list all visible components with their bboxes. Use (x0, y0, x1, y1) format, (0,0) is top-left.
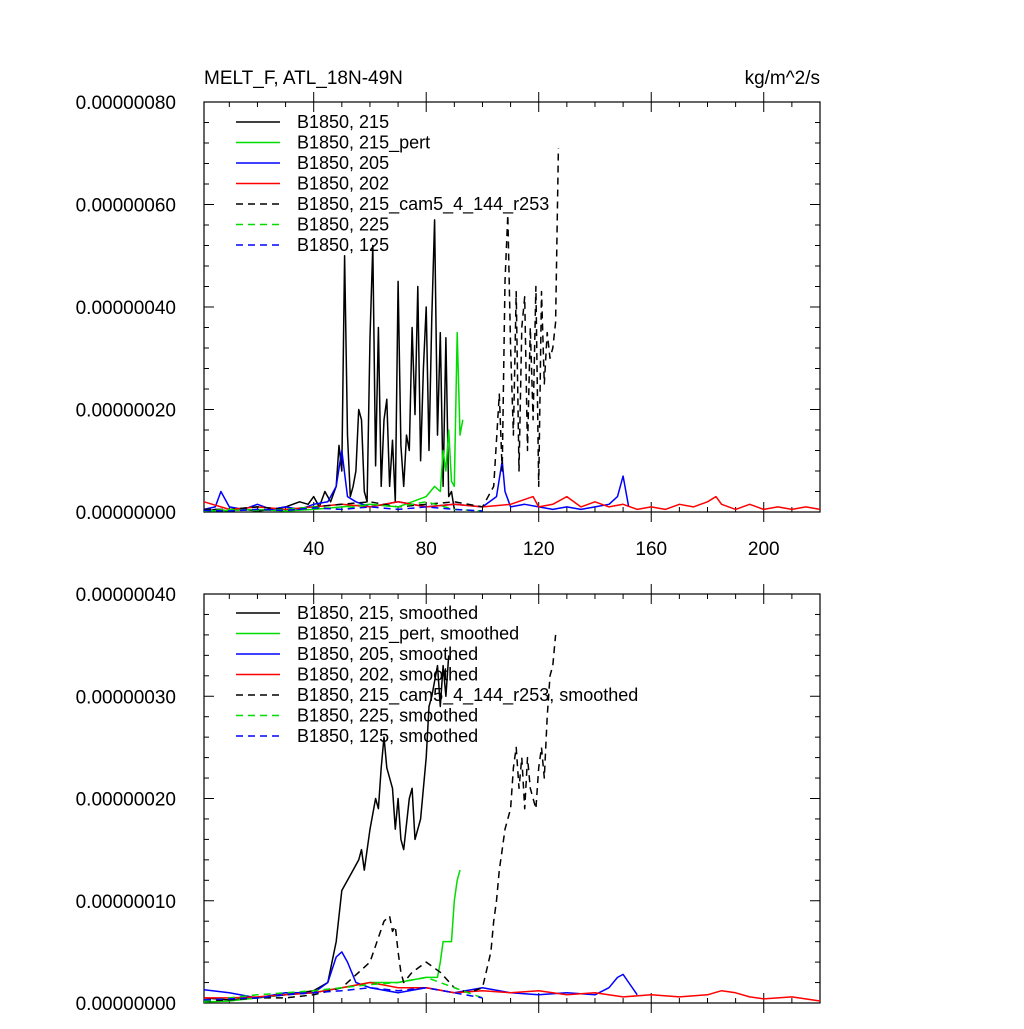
x-tick-label: 160 (635, 539, 667, 560)
legend-label: B1850, 215_cam5_4_144_r253 (297, 194, 549, 215)
y-tick-label: 0.00000020 (76, 790, 176, 811)
legend-label: B1850, 205 (297, 153, 389, 173)
legend-label: B1850, 125 (297, 235, 389, 255)
units-label: kg/m^2/s (745, 68, 820, 89)
series-line (203, 219, 456, 513)
y-tick-label: 0.00000020 (76, 401, 176, 422)
legend-label: B1850, 215_pert (297, 133, 430, 154)
legend-label: B1850, 215_pert, smoothed (297, 624, 519, 645)
y-tick-label: 0.00000000 (76, 503, 176, 524)
series-line (203, 869, 461, 1003)
y-tick-label: 0.00000040 (76, 298, 176, 319)
legend-label: B1850, 202, smoothed (297, 665, 478, 685)
legend-label: B1850, 215 (297, 112, 389, 132)
legend-label: B1850, 215, smoothed (297, 603, 478, 623)
chart-panel-1: 40 80 120 160 200 0.00000000 0.00000020 0.00000… (76, 68, 821, 560)
series-line (203, 976, 483, 1002)
chart-panel-2: 0.00000000 0.00000010 0.00000020 0.00000030… (76, 584, 821, 1015)
series-line (203, 634, 557, 1002)
y-tick-label: 0.00000080 (76, 93, 176, 114)
legend-label: B1850, 215_cam5_4_144_r253, smoothed (297, 685, 638, 706)
legend-label: B1850, 202 (297, 174, 389, 194)
y-tick-label: 0.00000000 (76, 994, 176, 1015)
x-tick-label: 200 (748, 539, 780, 560)
chart-title: MELT_F, ATL_18N-49N (204, 68, 403, 89)
x-tick-label: 40 (303, 539, 324, 560)
y-tick-label: 0.00000040 (76, 585, 176, 606)
legend-label: B1850, 205, smoothed (297, 644, 478, 664)
series-line (203, 506, 483, 512)
legend-label: B1850, 125, smoothed (297, 726, 478, 746)
legend-label: B1850, 225 (297, 215, 389, 235)
x-tick-label: 120 (523, 539, 555, 560)
legend-label: B1850, 225, smoothed (297, 706, 478, 726)
series-line (204, 148, 560, 511)
y-tick-label: 0.00000030 (76, 687, 176, 708)
y-tick-label: 0.00000060 (76, 196, 176, 217)
y-tick-label: 0.00000010 (76, 892, 176, 913)
x-tick-label: 80 (416, 539, 437, 560)
series-line (204, 981, 821, 1002)
series-line (203, 986, 483, 1001)
series-line (203, 951, 638, 999)
